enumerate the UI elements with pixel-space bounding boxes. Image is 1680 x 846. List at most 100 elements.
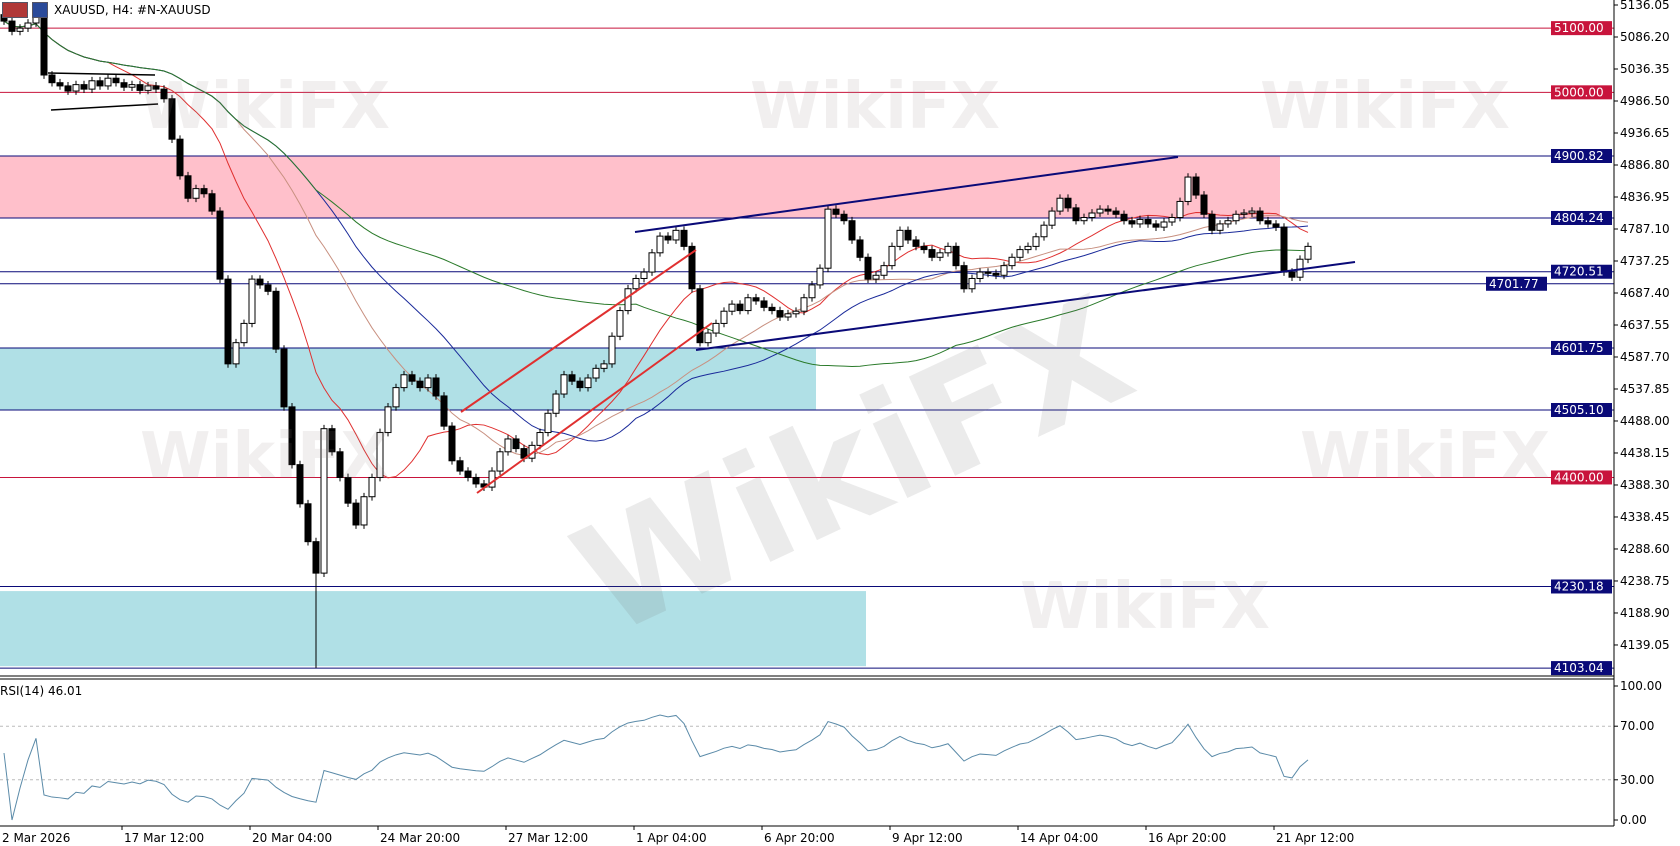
candle-body	[56, 82, 64, 87]
candle	[488, 467, 496, 491]
candle	[1128, 216, 1136, 228]
candle	[888, 242, 896, 270]
candle	[360, 492, 368, 529]
candle	[1144, 215, 1152, 228]
candle-body	[192, 188, 200, 199]
candle-body	[1200, 194, 1208, 215]
candle	[640, 268, 648, 283]
level-price-label: 4400.00	[1554, 470, 1604, 484]
candle	[936, 248, 944, 262]
candle	[464, 467, 472, 482]
candle	[744, 293, 752, 315]
candle	[1120, 210, 1128, 225]
candle-body	[536, 432, 544, 446]
candle	[816, 264, 824, 289]
demand-zone	[0, 347, 816, 411]
candle	[96, 76, 104, 90]
candle	[944, 242, 952, 257]
candle-body	[1208, 213, 1216, 231]
candle	[728, 300, 736, 316]
price-tick-label: 5086.20	[1620, 30, 1670, 44]
candle-body	[336, 451, 344, 478]
candle-body	[1192, 176, 1200, 196]
candle	[1056, 194, 1064, 215]
candle	[160, 85, 168, 103]
candle	[1232, 210, 1240, 225]
candle	[864, 253, 872, 283]
candle-body	[584, 377, 592, 389]
level-price-tag	[1551, 403, 1612, 418]
level-price-tag	[1551, 340, 1612, 355]
level-price-label: 4103.04	[1554, 661, 1604, 675]
chart-menu-icon[interactable]	[2, 2, 28, 18]
candle-body	[1248, 210, 1256, 214]
candle	[1264, 216, 1272, 228]
candle-body	[384, 406, 392, 434]
candle	[24, 19, 32, 32]
candle-body	[912, 239, 920, 247]
price-tick-label: 4438.15	[1620, 446, 1670, 460]
candle-body	[744, 297, 752, 312]
candle	[976, 268, 984, 283]
candle	[424, 374, 432, 392]
candle-body	[1176, 200, 1184, 219]
candle-body	[1056, 197, 1064, 212]
rsi-line	[3, 714, 1309, 821]
candle-body	[1160, 221, 1168, 228]
level-price-label: 5100.00	[1554, 21, 1604, 35]
candle	[1160, 218, 1168, 231]
level-price-tag	[1551, 579, 1612, 594]
candle-body	[736, 303, 744, 312]
price-axis-bg	[1614, 0, 1680, 846]
candle	[1240, 209, 1248, 219]
candle-body	[576, 380, 584, 389]
candle-body	[800, 297, 808, 312]
candle-body	[240, 322, 248, 344]
candle-body	[224, 278, 232, 365]
candle	[1184, 173, 1192, 206]
candle	[272, 287, 280, 353]
candle	[1112, 207, 1120, 219]
candle	[1216, 220, 1224, 235]
candle	[1208, 210, 1216, 235]
time-tick-label: 9 Apr 12:00	[892, 831, 963, 845]
price-tick-label: 4787.10	[1620, 222, 1670, 236]
candle	[400, 370, 408, 392]
candle	[8, 17, 16, 36]
candle	[792, 307, 800, 318]
level-price-label: 5000.00	[1554, 85, 1604, 99]
candle-body	[48, 74, 56, 84]
price-tick-label: 4737.25	[1620, 254, 1670, 268]
candle-body	[104, 77, 112, 87]
level-price-tag	[1551, 21, 1612, 36]
candle	[16, 24, 24, 36]
candle	[240, 319, 248, 347]
level-price-tag	[1551, 661, 1612, 676]
candle-body	[472, 476, 480, 485]
candle-body	[704, 332, 712, 344]
candle-body	[840, 213, 848, 222]
candle	[56, 78, 64, 90]
candle-body	[664, 235, 672, 241]
candle	[1024, 242, 1032, 254]
chart-toolbar-icons	[2, 2, 48, 18]
candle	[112, 74, 120, 87]
candle	[824, 205, 832, 273]
time-tick-label: 2 Mar 2026	[2, 831, 70, 845]
candle	[1064, 194, 1072, 212]
candle-body	[896, 229, 904, 247]
level-price-label: 4230.18	[1554, 579, 1604, 593]
candle	[672, 226, 680, 244]
price-tick-label: 4388.30	[1620, 478, 1670, 492]
candle	[784, 309, 792, 321]
candle	[1088, 209, 1096, 222]
trade-icon[interactable]	[32, 2, 48, 18]
time-tick-label: 21 Apr 12:00	[1276, 831, 1354, 845]
candle	[448, 422, 456, 465]
level-price-tag	[1551, 470, 1612, 485]
candle	[1248, 207, 1256, 217]
level-price-tag	[1551, 85, 1612, 100]
candle-body	[792, 310, 800, 315]
candle	[560, 370, 568, 398]
